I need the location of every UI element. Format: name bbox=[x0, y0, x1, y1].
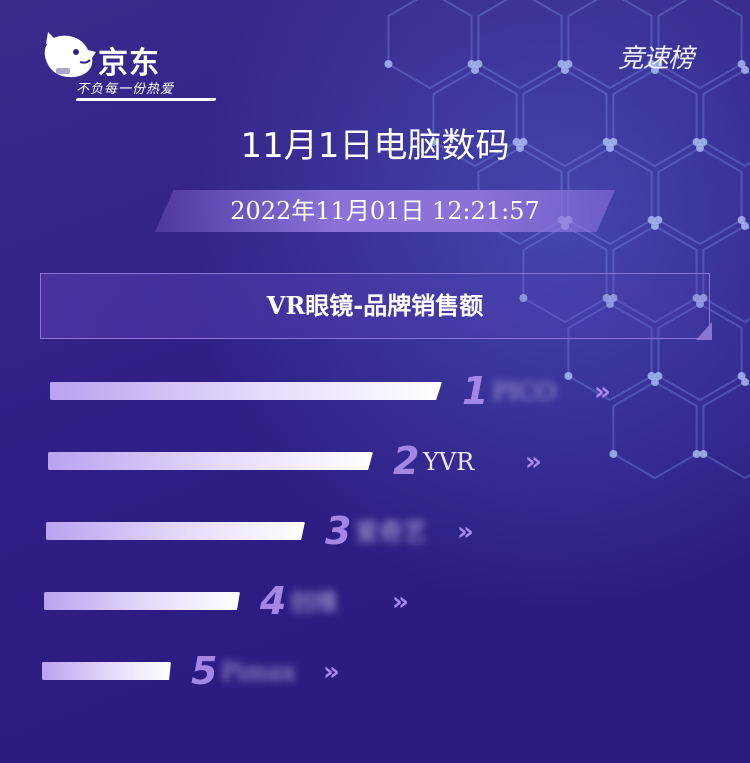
double-chevron-right-icon: » bbox=[594, 377, 611, 407]
datetime-text: 2022年11月01日 12:21:57 bbox=[230, 197, 540, 225]
brand-slogan: 不负每一份热爱 bbox=[76, 82, 175, 97]
slogan-underline bbox=[75, 98, 217, 101]
double-chevron-right-icon: » bbox=[457, 517, 474, 547]
double-chevron-right-icon: » bbox=[525, 447, 542, 477]
bar-5 bbox=[42, 662, 171, 680]
chart-title: VR眼镜-品牌销售额 bbox=[266, 291, 484, 320]
brand-name: 京东 bbox=[98, 46, 160, 81]
brand-label: Pimax bbox=[221, 658, 296, 686]
double-chevron-right-icon: » bbox=[392, 587, 409, 617]
rank-number: 1 bbox=[462, 369, 489, 413]
brand-label: 爱奇艺 bbox=[355, 518, 427, 546]
brand-label: PICO bbox=[492, 378, 556, 406]
rank-number: 3 bbox=[325, 509, 352, 553]
section-header bbox=[40, 273, 710, 339]
brand-label: 创维 bbox=[290, 588, 338, 616]
rank-number: 5 bbox=[191, 649, 218, 693]
rank-number: 4 bbox=[260, 579, 287, 623]
double-chevron-right-icon: » bbox=[323, 657, 340, 687]
date-banner bbox=[155, 190, 615, 232]
bar-4 bbox=[44, 592, 240, 610]
page-title: 11月1日电脑数码 bbox=[240, 126, 510, 166]
jd-logo: 京东 不负每一份热爱 bbox=[36, 22, 217, 112]
jd-dog-mascot-icon bbox=[44, 32, 96, 78]
bar-3 bbox=[46, 522, 305, 540]
ranking-badge: 竞速榜 bbox=[618, 44, 694, 74]
bar-2 bbox=[48, 452, 373, 470]
bar-1 bbox=[50, 382, 442, 400]
rank-number: 2 bbox=[393, 439, 420, 483]
brand-label: YVR bbox=[423, 448, 475, 476]
